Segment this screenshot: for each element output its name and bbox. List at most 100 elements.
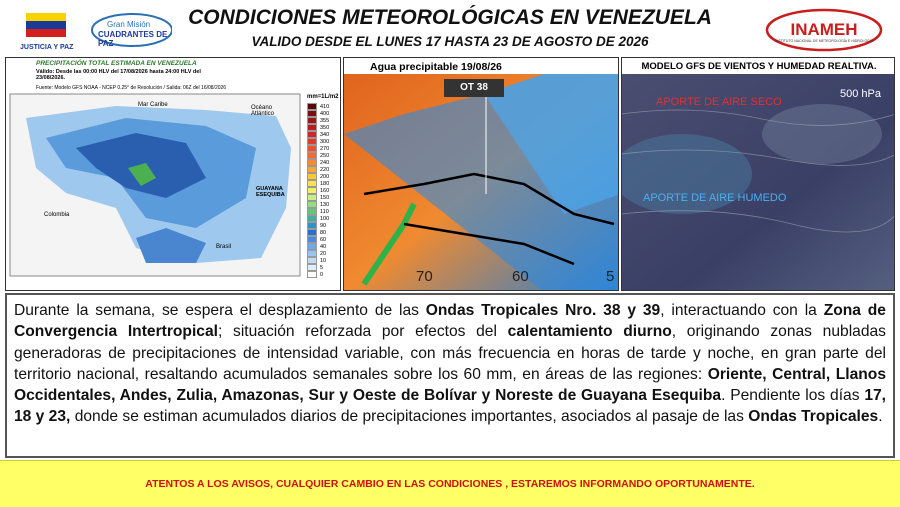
wind-panel: MODELO GFS DE VIENTOS Y HUMEDAD REALTIVA… (621, 57, 895, 291)
legend-item: 100 (307, 215, 339, 222)
water-panel: Agua precipitable 19/08/26 OT 38 70 60 5 (343, 57, 619, 291)
map-label: 70 (416, 268, 433, 285)
legend-label: 10 (320, 257, 327, 264)
bold-text: Ondas Tropicales Nro. 38 y 39 (425, 302, 661, 319)
legend-label: 80 (320, 229, 327, 236)
logo-motto: JUSTICIA Y PAZ (20, 44, 74, 51)
legend-item: 130 (307, 201, 339, 208)
legend-swatch (307, 117, 317, 124)
legend-label: 130 (320, 201, 330, 208)
legend-swatch (307, 215, 317, 222)
legend-swatch (307, 236, 317, 243)
legend-swatch (307, 110, 317, 117)
bold-text: calentamiento diurno (507, 323, 672, 341)
legend-label: 220 (320, 166, 330, 173)
legend-item: 180 (307, 180, 339, 187)
right-logo: INAMEH INSTITUTO NACIONAL DE METEOROLOGÍ… (764, 8, 884, 52)
logo-name: INAMEH (790, 20, 858, 39)
panel-validity: Válido: Desde las 00:00 HLV del 17/08/20… (36, 69, 201, 81)
legend-item: 410 (307, 103, 339, 110)
legend-item: 40 (307, 243, 339, 250)
legend-swatch (307, 243, 317, 250)
text: ; situación reforzada por efectos del (217, 323, 508, 341)
legend-item: 400 (307, 110, 339, 117)
legend-swatch (307, 103, 317, 110)
panel-title: PRECIPITACIÓN TOTAL ESTIMADA EN VENEZUEL… (36, 60, 197, 67)
legend-item: 200 (307, 173, 339, 180)
legend-swatch (307, 138, 317, 145)
legend-label: 250 (320, 152, 330, 159)
logo-mission: CUADRANTES DE PAZ (98, 30, 168, 48)
subtitle: VALIDO DESDE EL LUNES 17 HASTA 23 DE AGO… (251, 34, 649, 49)
logo-mission: Gran Misión (107, 20, 151, 29)
text: Durante la semana, se espera el desplaza… (14, 302, 426, 319)
panel-title: Agua precipitable 19/08/26 (370, 61, 502, 73)
text: , originando zonas nubladas generadoras … (14, 323, 886, 383)
map-label: Colombia (44, 212, 70, 218)
legend-label: 400 (320, 110, 330, 117)
legend-item: 80 (307, 229, 339, 236)
legend: 410 400 355 350 340 300 270 250 240 220 200 180 160 1… (307, 103, 339, 278)
panel-source: Fuente: Modelo GFS NOAA - NCEP 0.25° de … (36, 85, 227, 91)
legend-swatch (307, 271, 317, 278)
text: . Pendiente los días (721, 387, 865, 405)
legend-label: 60 (320, 236, 327, 243)
map-label: Brasil (216, 244, 232, 250)
legend-item: 90 (307, 222, 339, 229)
map-label: APORTE DE AIRE HUMEDO (643, 192, 787, 204)
legend-swatch (307, 180, 317, 187)
legend-item: 250 (307, 152, 339, 159)
legend-label: 410 (320, 103, 330, 110)
legend-item: 160 (307, 187, 339, 194)
bold-text: Zona de Convergencia Intertropical (14, 302, 886, 341)
legend-label: 40 (320, 243, 327, 250)
legend-swatch (307, 257, 317, 264)
legend-label: 110 (320, 208, 329, 215)
legend-swatch (307, 124, 317, 131)
bold-text: Oriente, Central, Llanos Occidentales, A… (14, 365, 886, 405)
legend-swatch (307, 222, 317, 229)
wind-map (622, 74, 894, 290)
left-logo: JUSTICIA Y PAZ Gran Misión CUADRANTES DE… (12, 10, 173, 56)
map-label: GUAYANA ESEQUIBA (256, 186, 285, 198)
legend-label: 90 (320, 222, 327, 229)
legend-item: 20 (307, 250, 339, 257)
legend-swatch (307, 201, 317, 208)
legend-item: 150 (307, 194, 339, 201)
legend-item: 220 (307, 166, 339, 173)
legend-label: 240 (320, 159, 330, 166)
legend-label: 340 (320, 131, 330, 138)
map-label: Mar Caribe (138, 102, 168, 108)
bold-text: Ondas Tropicales (748, 408, 879, 426)
footer: ATENTOS A LOS AVISOS, CUALQUIER CAMBIO E… (0, 460, 900, 507)
legend-swatch (307, 145, 317, 152)
text: donde se estiman acumulados diarios de p… (70, 408, 749, 426)
legend-swatch (307, 229, 317, 236)
legend-swatch (307, 187, 317, 194)
legend-title: mm=1L/m2 (307, 94, 339, 100)
title: CONDICIONES METEOROLÓGICAS EN VENEZUELA (188, 6, 712, 29)
legend-swatch (307, 208, 317, 215)
legend-label: 150 (320, 194, 330, 201)
legend-item: 300 (307, 138, 339, 145)
legend-item: 270 (307, 145, 339, 152)
map-label: 5 (606, 268, 615, 285)
text: . (878, 408, 883, 426)
legend-item: 5 (307, 264, 339, 271)
legend-label: 160 (320, 187, 330, 194)
map-label: Océano Atlántico (251, 105, 275, 117)
legend-swatch (307, 159, 317, 166)
precipitation-panel: PRECIPITACIÓN TOTAL ESTIMADA EN VENEZUEL… (5, 57, 341, 291)
legend-label: 20 (320, 250, 327, 257)
legend-swatch (307, 264, 317, 271)
legend-item: 60 (307, 236, 339, 243)
logo-graphics (765, 8, 883, 52)
legend-label: 5 (320, 264, 324, 271)
legend-label: 355 (320, 117, 330, 124)
map-label: 60 (512, 268, 529, 285)
description: Durante la semana, se espera el desplaza… (5, 293, 895, 458)
bold-text: 17, 18 y 23, (14, 387, 886, 426)
water-map (344, 74, 618, 290)
panel-title: MODELO GFS DE VIENTOS Y HUMEDAD REALTIVA… (641, 61, 877, 72)
legend-item: 350 (307, 124, 339, 131)
